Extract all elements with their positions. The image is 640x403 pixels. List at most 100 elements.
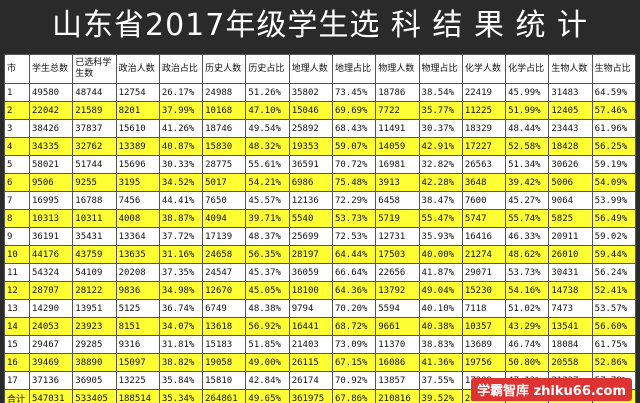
table-cell: 41.36% — [418, 353, 463, 372]
table-cell: 188514 — [115, 389, 160, 403]
table-cell: 44176 — [28, 245, 74, 264]
table-cell: 8 — [4, 209, 30, 228]
header-cell: 化学人数 — [461, 54, 507, 84]
table-cell: 16995 — [28, 191, 74, 210]
table-cell: 48.38% — [245, 299, 290, 318]
table-cell: 51.99% — [505, 101, 550, 120]
table-cell: 53.73% — [505, 263, 550, 282]
table-cell: 19058 — [202, 353, 247, 372]
table-row: 14 24053 23923 8151 34.07% 13618 56.92% 16441 68… — [4, 317, 637, 336]
table-cell: 15696 — [115, 155, 160, 174]
table-cell: 70.72% — [331, 155, 377, 174]
table-cell: 4 — [4, 137, 30, 156]
table-cell: 28707 — [28, 281, 74, 300]
table-cell: 6749 — [202, 299, 247, 318]
table-cell: 75.48% — [331, 173, 377, 192]
table-cell: 31.16% — [158, 245, 204, 264]
table-cell: 37837 — [72, 119, 117, 138]
table-cell: 56.25% — [591, 137, 637, 156]
table-cell: 11370 — [375, 335, 420, 354]
table-cell: 37.55% — [418, 371, 463, 390]
table-cell: 29071 — [461, 263, 507, 282]
table-cell: 29467 — [28, 335, 74, 354]
table-cell: 54109 — [72, 263, 117, 282]
table-cell: 57.46% — [591, 101, 637, 120]
table-cell: 6 — [4, 173, 30, 192]
table-cell: 54.09% — [591, 173, 637, 192]
table-cell: 55.74% — [505, 209, 550, 228]
table-cell: 35.77% — [418, 101, 463, 120]
table-cell: 61.75% — [591, 335, 637, 354]
table-cell: 10 — [4, 245, 30, 264]
table-cell: 35.93% — [418, 227, 463, 246]
table-cell: 210816 — [375, 389, 420, 403]
table-cell: 13 — [4, 299, 30, 318]
table-cell: 73.09% — [331, 335, 377, 354]
table-cell: 12731 — [375, 227, 420, 246]
table-cell: 40.00% — [418, 245, 463, 264]
table-cell: 34335 — [28, 137, 74, 156]
table-cell: 45.57% — [245, 191, 290, 210]
table-cell: 55.61% — [245, 155, 290, 174]
table-cell: 14290 — [28, 299, 74, 318]
table-cell: 32.82% — [418, 155, 463, 174]
table-cell: 39469 — [28, 353, 74, 372]
table-cell: 22042 — [28, 101, 74, 120]
table-cell: 7118 — [461, 299, 507, 318]
table-cell: 7722 — [375, 101, 420, 120]
table-row: 16 39469 38890 15097 38.82% 19058 49.00% 26115 6… — [4, 353, 637, 372]
table-cell: 5006 — [548, 173, 593, 192]
table-cell: 3648 — [461, 173, 507, 192]
table-cell: 9794 — [288, 299, 333, 318]
table-cell: 36059 — [288, 263, 333, 282]
table-cell: 30626 — [548, 155, 593, 174]
table-cell: 45.99% — [505, 83, 550, 102]
table-cell: 37136 — [28, 371, 74, 390]
table-cell: 51.34% — [505, 155, 550, 174]
table-row: 12 28707 28122 9836 34.98% 12670 45.05% 18100 64… — [4, 281, 637, 300]
table-cell: 5594 — [375, 299, 420, 318]
table-cell: 52.86% — [591, 353, 637, 372]
table-cell: 11225 — [461, 101, 507, 120]
table-cell: 70.20% — [331, 299, 377, 318]
header-cell: 生物占比 — [591, 54, 637, 84]
table-cell: 16086 — [375, 353, 420, 372]
table-cell: 13225 — [115, 371, 160, 390]
table-cell: 32762 — [72, 137, 117, 156]
watermark: 学霸智库 zhiku66.com — [471, 378, 632, 401]
table-cell: 49.04% — [418, 281, 463, 300]
table-cell: 35802 — [288, 83, 333, 102]
table-cell: 25892 — [288, 119, 333, 138]
table-cell: 5719 — [375, 209, 420, 228]
table-cell: 68.72% — [331, 317, 377, 336]
header-cell: 化学占比 — [505, 54, 550, 84]
table-cell: 18329 — [461, 119, 507, 138]
table-cell: 22419 — [461, 83, 507, 102]
table-cell: 15046 — [288, 101, 333, 120]
table-cell: 13635 — [115, 245, 160, 264]
table-cell: 6458 — [375, 191, 420, 210]
table-cell: 59.44% — [591, 245, 637, 264]
table-cell: 18084 — [548, 335, 593, 354]
table-cell: 48744 — [72, 83, 117, 102]
table-cell: 26.17% — [158, 83, 204, 102]
table-cell: 5747 — [461, 209, 507, 228]
table-cell: 42.91% — [418, 137, 463, 156]
table-cell: 51.26% — [245, 83, 290, 102]
table-cell: 47.10% — [245, 101, 290, 120]
table-cell: 54324 — [28, 263, 74, 282]
table-cell: 64.44% — [331, 245, 377, 264]
table-cell: 37.35% — [158, 263, 204, 282]
table-cell: 36905 — [72, 371, 117, 390]
table-cell: 361975 — [288, 389, 333, 403]
table-cell: 54.16% — [505, 281, 550, 300]
table-cell: 43.29% — [505, 317, 550, 336]
table-cell: 40.10% — [418, 299, 463, 318]
table-row: 2 22042 21589 8201 37.99% 10168 47.10% 15046 69.… — [4, 101, 637, 120]
table-cell: 12 — [4, 281, 30, 300]
header-cell: 历史占比 — [245, 54, 290, 84]
table-cell: 70.92% — [331, 371, 377, 390]
table-cell: 15183 — [202, 335, 247, 354]
table-cell: 23443 — [548, 119, 593, 138]
table-cell: 14 — [4, 317, 30, 336]
